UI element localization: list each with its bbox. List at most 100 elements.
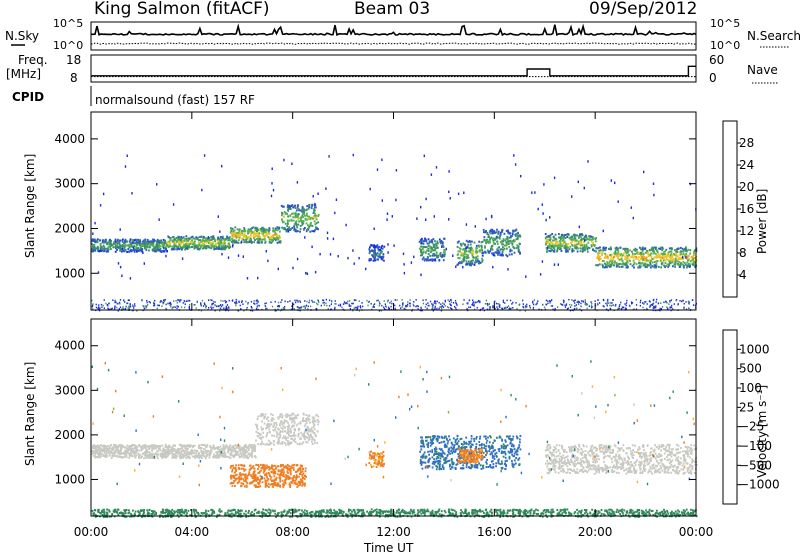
velocity-point (114, 452, 116, 455)
power-point (163, 301, 165, 304)
freq-tick-low: 8 (70, 71, 78, 85)
velocity-point (286, 425, 289, 428)
power-point (682, 299, 684, 302)
velocity-point (191, 448, 193, 451)
power-point (640, 299, 642, 302)
velocity-point (235, 444, 238, 447)
power-point (152, 245, 155, 247)
power-point (624, 255, 626, 258)
power-point (184, 237, 186, 240)
velocity-point (201, 452, 203, 454)
power-point (224, 300, 226, 302)
power-point (262, 228, 265, 231)
power-point (297, 214, 299, 217)
power-point (685, 308, 688, 311)
power-point (365, 267, 367, 271)
power-point (621, 265, 624, 268)
power-point (92, 232, 94, 235)
power-point (560, 250, 563, 252)
power-point (287, 209, 290, 212)
power-point (536, 302, 538, 305)
velocity-point (293, 422, 296, 425)
velocity-point (222, 444, 225, 447)
power-point (648, 249, 651, 252)
velocity-point (257, 435, 259, 437)
power-point (316, 308, 318, 310)
velocity-point (282, 425, 285, 428)
velocity-point (313, 432, 316, 434)
power-point (623, 249, 626, 251)
power-point (211, 237, 214, 240)
power-point (166, 243, 169, 246)
power-point (114, 243, 116, 246)
velocity-point (223, 450, 226, 453)
power-point (656, 298, 658, 301)
velocity-point (227, 451, 229, 454)
power-point (169, 243, 171, 246)
power-point (620, 301, 622, 304)
power-point (118, 243, 121, 246)
power-point (331, 300, 333, 303)
power-point (511, 233, 514, 236)
power-point (512, 239, 515, 242)
power-point (148, 249, 150, 252)
power-point (295, 216, 298, 219)
power-point (257, 304, 259, 307)
velocity-point (122, 445, 125, 448)
power-point (653, 305, 656, 308)
power-point (572, 238, 575, 241)
power-point (601, 260, 604, 262)
power-point (518, 242, 521, 245)
power-point (580, 242, 583, 245)
power-point (643, 170, 645, 174)
power-point (99, 243, 102, 246)
velocity-point (101, 445, 104, 448)
power-point (299, 217, 302, 220)
velocity-point (312, 418, 315, 421)
power-point (374, 256, 376, 259)
power-point (119, 239, 121, 242)
power-point (278, 241, 280, 244)
power-point (348, 305, 350, 307)
velocity-point (235, 454, 238, 456)
power-point (463, 257, 466, 260)
power-point (499, 231, 502, 234)
power-point (217, 215, 219, 218)
power-point (295, 209, 298, 212)
power-point (509, 307, 511, 310)
power-point (684, 254, 686, 257)
power-point (372, 255, 375, 258)
power-point (638, 262, 640, 264)
range-tick-label: 3000 (54, 177, 85, 191)
power-point (420, 250, 422, 253)
power-point (268, 227, 271, 230)
power-point (391, 302, 393, 305)
power-point (173, 300, 175, 302)
velocity-point (235, 451, 238, 454)
power-point (502, 239, 505, 242)
power-point (201, 299, 204, 302)
power-point (425, 240, 428, 243)
velocity-point (109, 444, 112, 447)
power-point (194, 237, 197, 240)
power-point (189, 299, 191, 302)
power-point (434, 259, 437, 262)
velocity-point (232, 447, 235, 449)
velocity-point (267, 424, 269, 427)
power-point (313, 220, 316, 223)
velocity-point (292, 433, 295, 436)
power-point (675, 250, 677, 253)
power-point (132, 305, 134, 308)
power-point (383, 300, 385, 302)
power-point (199, 239, 202, 242)
power-point (570, 241, 572, 244)
power-point (570, 238, 573, 241)
power-point (421, 240, 424, 243)
velocity-point (279, 430, 282, 433)
power-point (146, 245, 149, 248)
velocity-point (202, 444, 205, 447)
power-point (602, 249, 604, 252)
power-point (626, 260, 629, 263)
velocity-point (265, 435, 268, 438)
